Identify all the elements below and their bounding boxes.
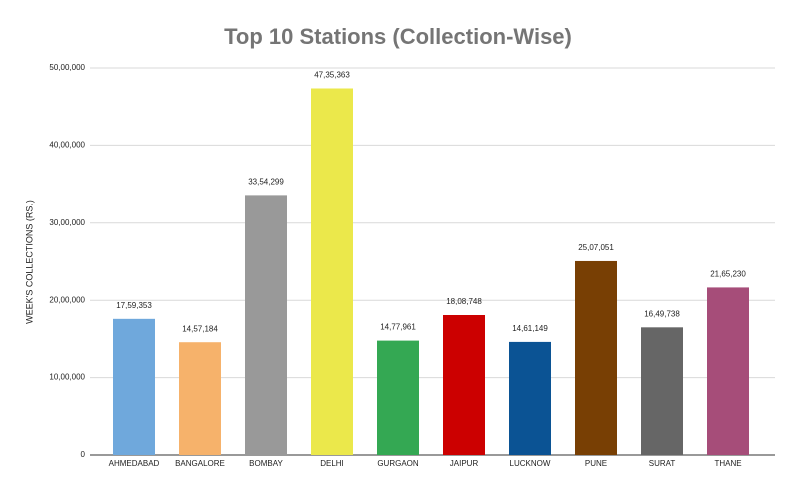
value-label: 47,35,363 [314,71,350,80]
y-tick-label: 30,00,000 [49,218,85,227]
bar [245,195,287,455]
value-label: 16,49,738 [644,309,680,318]
bar [575,260,617,455]
chart-title: Top 10 Stations (Collection-Wise) [224,24,572,49]
value-label: 21,65,230 [710,270,746,279]
bar [113,318,155,455]
value-label: 14,57,184 [182,324,218,333]
y-tick-label: 10,00,000 [49,373,85,382]
x-tick-label: AHMEDABAD [109,459,160,468]
x-tick-label: PUNE [585,459,607,468]
x-tick-label: DELHI [320,459,344,468]
value-label: 25,07,051 [578,243,614,252]
x-tick-label: JAIPUR [450,459,479,468]
x-tick-label: BANGALORE [175,459,225,468]
bar [377,340,419,455]
bar [707,287,749,455]
y-axis-title: WEEK'S COLLECTIONS (RS.) [24,200,34,324]
x-tick-label: SURAT [649,459,676,468]
x-tick-label: GURGAON [377,459,419,468]
bar [641,327,683,455]
value-label: 14,77,961 [380,323,416,332]
y-tick-label: 50,00,000 [49,63,85,72]
value-label: 33,54,299 [248,177,284,186]
bar [311,88,353,455]
x-tick-label: BOMBAY [249,459,283,468]
x-tick-label: LUCKNOW [510,459,551,468]
value-label: 14,61,149 [512,324,548,333]
y-tick-label: 20,00,000 [49,295,85,304]
bar [179,342,221,455]
bar [443,315,485,455]
value-label: 18,08,748 [446,297,482,306]
x-tick-label: THANE [714,459,741,468]
bar [509,341,551,455]
y-tick-label: 0 [81,450,86,459]
value-label: 17,59,353 [116,301,152,310]
y-tick-label: 40,00,000 [49,141,85,150]
